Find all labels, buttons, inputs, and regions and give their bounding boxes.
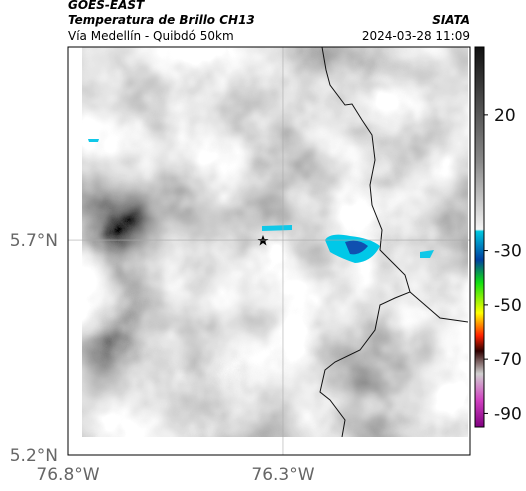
agency: SIATA (432, 13, 470, 27)
x-tick-label: 76.8°W (36, 465, 99, 485)
y-tick-label: 5.7°N (10, 231, 58, 251)
border (409, 291, 468, 323)
map-frame (67, 46, 471, 456)
border (319, 47, 411, 437)
timestamp: 2024-03-28 11:09 (362, 29, 470, 43)
y-tick-label: 5.2°N (10, 446, 58, 466)
colorbar-label: -90 (494, 404, 522, 424)
cold-cloud (88, 139, 99, 142)
route: Vía Medellín - Quibdó 50km (68, 29, 234, 43)
satellite-image (82, 47, 468, 437)
cold-cloud (420, 250, 434, 258)
colorbar (474, 46, 485, 428)
colorbar-label: -50 (494, 296, 522, 316)
colorbar-label: -30 (494, 242, 522, 262)
cold-cloud (262, 225, 292, 231)
x-tick-label: 76.3°W (251, 465, 314, 485)
satellite: GOES-EAST (68, 0, 145, 12)
colorbar-label: -70 (494, 350, 522, 370)
product: Temperatura de Brillo CH13 (68, 13, 255, 27)
colorbar-label: 20 (494, 106, 516, 126)
cold-core (345, 240, 368, 255)
